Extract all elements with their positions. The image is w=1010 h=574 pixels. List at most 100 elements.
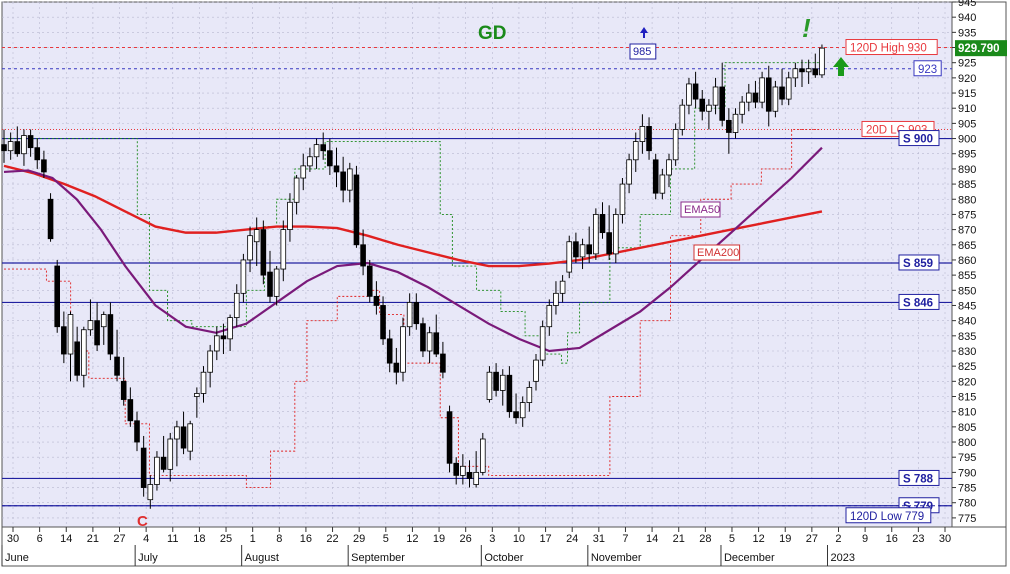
candle-body bbox=[666, 159, 672, 176]
candle-body bbox=[553, 292, 559, 306]
candle-body bbox=[726, 119, 732, 133]
up-arrow-icon bbox=[833, 57, 849, 76]
last-price-label: 929.790 bbox=[958, 43, 1000, 55]
candle-body bbox=[586, 244, 592, 255]
annotation-label: 985 bbox=[633, 46, 651, 58]
y-tick-label: 880 bbox=[958, 194, 976, 206]
candle-body bbox=[719, 86, 725, 121]
level-label-box bbox=[845, 507, 932, 524]
candle-body bbox=[652, 159, 659, 194]
up-arrow-icon bbox=[640, 27, 648, 38]
x-tick-label: 11 bbox=[167, 533, 178, 545]
candle-body bbox=[626, 159, 632, 185]
candle-body bbox=[479, 438, 486, 473]
candle-body bbox=[307, 156, 313, 167]
x-tick-label: 27 bbox=[113, 533, 125, 545]
y-tick-label: 800 bbox=[958, 437, 976, 449]
y-tick-label: 850 bbox=[958, 285, 976, 297]
x-tick-label: 8 bbox=[276, 533, 282, 545]
candle-body bbox=[400, 326, 406, 373]
level-label: 923 bbox=[918, 64, 937, 76]
candle-body bbox=[613, 214, 619, 255]
x-tick-label: 12 bbox=[406, 533, 418, 545]
candle-body bbox=[792, 68, 799, 79]
x-tick-label: 16 bbox=[300, 533, 312, 545]
x-month-label: September bbox=[351, 552, 405, 564]
level-label: S 859 bbox=[903, 258, 933, 270]
level-label-box bbox=[898, 130, 940, 147]
candle-body bbox=[34, 147, 41, 161]
candle-body bbox=[799, 68, 805, 73]
candle-body bbox=[679, 104, 686, 130]
candle-body bbox=[466, 471, 473, 479]
candle-body bbox=[513, 411, 519, 419]
level-label-box bbox=[913, 60, 942, 77]
x-tick-label: 21 bbox=[673, 533, 685, 545]
level-label-box bbox=[898, 469, 940, 486]
candle-body bbox=[380, 305, 386, 340]
candle-body bbox=[812, 68, 819, 76]
candle-body bbox=[333, 165, 340, 173]
candle-body bbox=[160, 456, 167, 470]
level-label: S 900 bbox=[903, 134, 933, 146]
candle-body bbox=[154, 456, 160, 485]
y-tick-label: 910 bbox=[958, 103, 976, 115]
level-label: S 788 bbox=[903, 473, 934, 485]
candle-body bbox=[420, 323, 426, 352]
x-tick-label: 24 bbox=[566, 533, 578, 545]
y-tick-label: 885 bbox=[958, 179, 976, 191]
y-tick-label: 925 bbox=[958, 58, 976, 70]
candle-body bbox=[686, 83, 692, 106]
y-tick-label: 895 bbox=[958, 149, 976, 161]
y-tick-label: 890 bbox=[958, 164, 976, 176]
x-month-label: August bbox=[245, 552, 279, 564]
candle-body bbox=[21, 135, 27, 155]
x-tick-label: 9 bbox=[862, 533, 868, 545]
candle-body bbox=[61, 326, 67, 355]
x-tick-label: 5 bbox=[729, 533, 735, 545]
annotation-label: GD bbox=[478, 23, 507, 44]
candle-body bbox=[759, 77, 765, 103]
candle-body bbox=[785, 77, 792, 100]
x-tick-label: 30 bbox=[939, 533, 951, 545]
candle-body bbox=[293, 177, 300, 203]
annotation-label: C bbox=[137, 513, 148, 530]
candle-body bbox=[539, 326, 546, 361]
candle-body bbox=[273, 268, 280, 297]
annotation-label: ! bbox=[802, 13, 811, 43]
x-month-label: June bbox=[5, 552, 29, 564]
level-label: S 846 bbox=[903, 297, 933, 309]
candle-body bbox=[659, 174, 666, 194]
candle-body bbox=[433, 332, 440, 355]
ema200-line bbox=[3, 164, 823, 268]
candle-body bbox=[27, 135, 34, 149]
y-tick-label: 915 bbox=[958, 88, 976, 100]
x-tick-label: 23 bbox=[912, 533, 924, 545]
candle-body bbox=[639, 126, 646, 142]
candle-body bbox=[413, 302, 420, 325]
candle-body bbox=[74, 341, 80, 376]
x-month-label: July bbox=[138, 552, 158, 564]
x-tick-label: 26 bbox=[460, 533, 472, 545]
candle-body bbox=[712, 86, 719, 106]
candle-body bbox=[579, 244, 586, 258]
x-tick-label: 17 bbox=[539, 533, 551, 545]
candle-body bbox=[267, 271, 273, 297]
x-tick-label: 29 bbox=[353, 533, 365, 545]
candle-body bbox=[493, 371, 499, 391]
candle-body bbox=[360, 244, 366, 267]
candle-body bbox=[54, 265, 60, 328]
level-label-box bbox=[898, 293, 940, 310]
candle-body bbox=[287, 201, 293, 231]
y-axis-panel bbox=[951, 1, 1007, 528]
y-tick-label: 945 bbox=[958, 0, 976, 9]
candle-body bbox=[247, 235, 253, 261]
candle-body bbox=[393, 362, 400, 373]
x-tick-label: 14 bbox=[646, 533, 658, 545]
candle-body bbox=[386, 338, 393, 364]
candle-body bbox=[646, 126, 652, 152]
candle-body bbox=[819, 47, 825, 76]
x-tick-label: 3 bbox=[489, 533, 495, 545]
candle-body bbox=[699, 98, 706, 112]
x-tick-label: 1 bbox=[250, 533, 256, 545]
